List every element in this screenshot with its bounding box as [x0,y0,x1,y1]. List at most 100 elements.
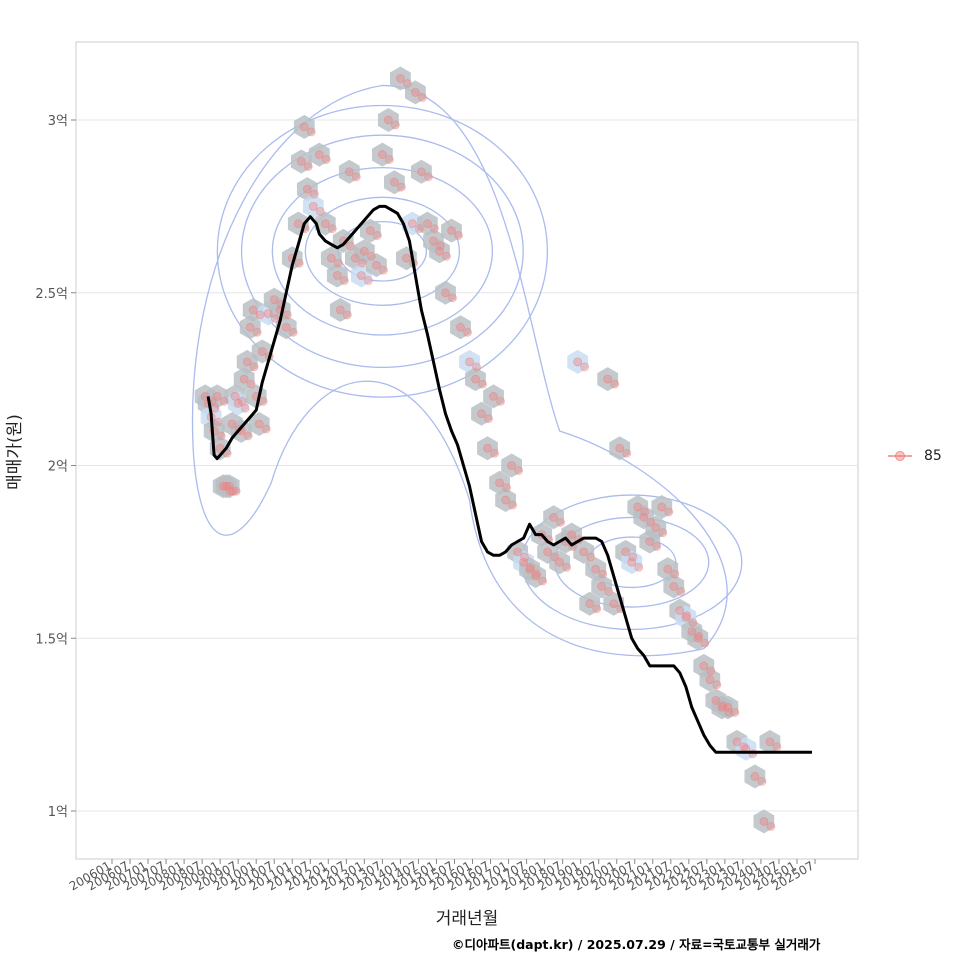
panel-background [75,41,859,860]
scatter-point [258,396,268,406]
scatter-point [580,362,590,372]
y-tick-label: 2억 [48,460,68,475]
scatter-point [687,626,697,636]
gridlines [76,119,858,812]
scatter-point [628,552,638,562]
scatter-point [592,604,602,614]
scatter-point [242,357,252,367]
contour-outer [191,84,728,657]
scatter-point [252,327,262,337]
scatter-point [239,374,249,384]
scatter-point [345,241,355,251]
hexbin [378,108,399,132]
hexbin [597,367,619,392]
scatter-point [218,481,228,491]
scatter-point [243,431,253,441]
scatter-point [634,562,644,572]
scatter-point [415,224,424,234]
hexbin [390,66,411,91]
hexbin [314,211,336,236]
scatter-point [365,226,375,235]
scatter-point [245,322,255,332]
hexbin [579,591,601,616]
scatter-point [332,271,342,280]
x-axis: 2006012006072007012007072008012008072009… [67,858,817,893]
hexbin [663,574,685,599]
scatter-point [615,443,625,453]
scatter-point [356,271,366,280]
scatter-point [221,481,231,491]
hexbin [290,149,312,174]
scatter-point [402,253,411,263]
scatter-point [496,396,505,406]
scatter-point [586,552,596,562]
x-axis-label: 거래년월 [436,909,499,929]
scatter-point [633,502,643,512]
scatter-point [335,305,345,315]
hexbin [435,280,456,305]
scatter-point [556,517,566,527]
scatter-point [378,265,388,275]
scatter-point [371,260,381,270]
scatter-point [489,391,498,401]
scatter-point [396,74,405,83]
scatter-point [651,523,661,533]
scatter-point [423,219,432,229]
hexbin [465,367,486,392]
scatter-point [270,314,280,323]
scatter-point [429,236,438,246]
scatter-point [549,512,559,522]
scatter-point [591,564,601,574]
scatter-point [254,419,264,429]
scatter-point [669,582,679,591]
scatter-point [604,587,614,596]
hexbin [645,515,667,540]
scatter-point [314,150,324,159]
scatter-point [261,424,271,434]
scatter-point [215,443,225,453]
scatter-point [757,777,767,786]
scatter-point [712,680,722,690]
scatter-point [508,500,517,510]
scatter-point [454,231,463,240]
scatter-point [579,547,589,557]
hexbin [753,809,775,834]
scatter-point [231,486,241,496]
scatter-point [688,618,698,627]
scatter-point [465,357,474,367]
scatter-point [610,379,620,389]
scatter-point [441,288,450,298]
scatter-point [478,379,487,389]
scatter-point [699,661,709,671]
hexbin [501,453,522,478]
scatter-point [765,737,775,747]
scatter-point [333,258,343,268]
scatter-point [519,557,528,567]
scatter-point [448,293,457,303]
scatter-point [483,443,492,453]
y-tick-label: 2.5억 [35,287,68,302]
scatter-point [263,309,273,318]
scatter-point [288,327,298,337]
hexbin [366,253,387,278]
hexbin [384,170,405,195]
scatter-point [585,599,595,609]
scatter-point [327,224,337,234]
scatter-point [550,552,560,562]
hexbin [477,436,498,461]
hexbin [302,194,324,219]
scatter-point [676,587,686,596]
scatter-point [447,226,456,235]
scatter-point [351,172,361,182]
scatter-point [706,666,716,676]
scatter-point [663,564,673,574]
hexbin [329,298,351,322]
scatter-point [249,362,259,372]
scatter-point [302,184,312,194]
scatter-point [233,398,243,408]
y-tick-label: 1.5억 [35,632,68,647]
y-tick-label: 1억 [48,805,68,820]
hexbin [251,339,273,364]
scatter-point [326,253,336,263]
hexbin [591,574,613,599]
